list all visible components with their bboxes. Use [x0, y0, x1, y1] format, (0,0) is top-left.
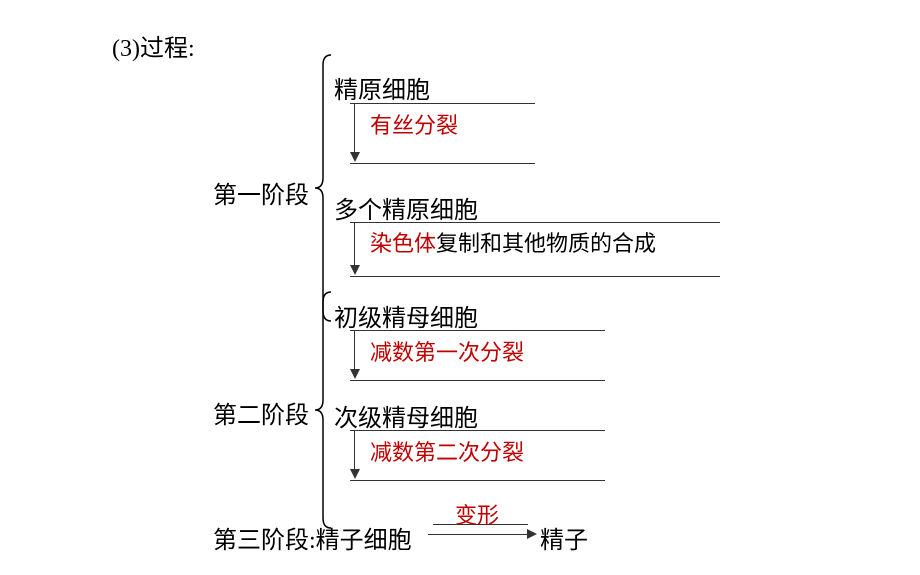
stage3-result: 精子 [540, 520, 588, 555]
stage2-label: 第二阶段 [213, 395, 309, 430]
stage3-arrow-label: 变形 [455, 498, 499, 530]
stage3-part-0: 第三阶段 [213, 528, 309, 554]
stage1-node-0: 精原细胞 [334, 70, 430, 105]
arrow-head-icon [350, 369, 360, 379]
arrow-shaft [354, 222, 355, 266]
arrow-shaft [354, 330, 355, 370]
red-label: 减数第二次分裂 [370, 440, 524, 465]
arrow-bottom-line [350, 163, 535, 164]
stage2-arrow-0-label: 减数第一次分裂 [370, 335, 524, 367]
stage1-label: 第一阶段 [213, 175, 309, 210]
arrow-bottom-line [350, 480, 605, 481]
arrow-head-icon [350, 469, 360, 479]
stage1-arrow-1-label: 染色体复制和其他物质的合成 [370, 226, 656, 258]
stage2-arrow-1-label: 减数第二次分裂 [370, 435, 524, 467]
arrow-shaft [354, 103, 355, 153]
stage3-part-1: : [309, 528, 316, 554]
red-label: 减数第一次分裂 [370, 340, 524, 365]
stage3-arrow-head-icon [527, 529, 537, 539]
stage1-node-1: 多个精原细胞 [334, 190, 478, 225]
arrow-head-icon [350, 152, 360, 162]
stage2-brace [313, 290, 333, 530]
stage1-arrow-0-label: 有丝分裂 [370, 108, 458, 140]
arrow-bottom-line [350, 276, 720, 277]
arrow-head-icon [350, 265, 360, 275]
arrow-top-line [350, 330, 605, 331]
stage1-node-2: 初级精母细胞 [334, 298, 478, 333]
arrow-top-line [350, 103, 535, 104]
stage1-brace [313, 53, 333, 323]
arrow-top-line [350, 430, 605, 431]
arrow-bottom-line [350, 380, 605, 381]
red-label: 变形 [455, 503, 499, 528]
section-heading: (3)过程: [112, 28, 195, 63]
stage2-node-0: 次级精母细胞 [334, 398, 478, 433]
arrow-shaft [354, 430, 355, 470]
black-label: 复制和其他物质的合成 [436, 231, 656, 256]
stage3-arrow-line [428, 534, 528, 535]
arrow-top-line [350, 222, 720, 223]
red-label: 染色体 [370, 231, 436, 256]
stage3-part-2: 精子细胞 [316, 528, 412, 554]
stage3-label: 第三阶段:精子细胞 [213, 520, 412, 555]
red-label: 有丝分裂 [370, 113, 458, 138]
